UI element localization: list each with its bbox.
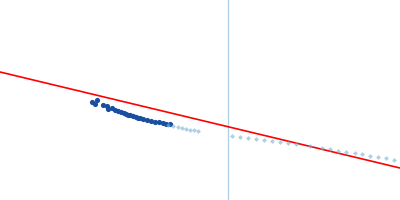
Point (175, 125, 181, 129)
Point (245, 136, 251, 140)
Point (191, 128, 197, 132)
Point (170, 124, 176, 128)
Point (148, 119, 154, 123)
Point (135, 116, 141, 120)
Point (140, 117, 146, 121)
Point (253, 137, 259, 141)
Point (359, 152, 365, 156)
Point (144, 118, 150, 122)
Point (187, 128, 193, 132)
Point (100, 103, 106, 107)
Point (127, 113, 133, 117)
Point (121, 111, 127, 115)
Point (285, 141, 291, 145)
Point (261, 138, 267, 142)
Point (92, 102, 98, 106)
Point (130, 114, 136, 118)
Point (167, 122, 173, 126)
Point (137, 116, 143, 120)
Point (352, 151, 358, 155)
Point (307, 144, 313, 148)
Point (109, 106, 115, 110)
Point (123, 112, 129, 116)
Point (104, 104, 110, 108)
Point (133, 115, 139, 119)
Point (183, 127, 189, 131)
Point (293, 142, 299, 146)
Point (195, 129, 201, 133)
Point (118, 110, 124, 114)
Point (179, 126, 185, 130)
Point (125, 113, 131, 117)
Point (391, 158, 397, 162)
Point (375, 155, 381, 159)
Point (165, 123, 171, 127)
Point (115, 109, 121, 113)
Point (327, 147, 333, 151)
Point (383, 156, 389, 160)
Point (112, 108, 118, 112)
Point (152, 120, 158, 124)
Point (163, 122, 169, 126)
Point (89, 100, 95, 104)
Point (94, 98, 100, 102)
Point (277, 140, 283, 144)
Point (319, 146, 325, 150)
Point (343, 150, 349, 154)
Point (237, 135, 243, 139)
Point (229, 134, 235, 138)
Point (367, 154, 373, 158)
Point (156, 120, 162, 124)
Point (335, 149, 341, 153)
Point (269, 139, 275, 143)
Point (105, 107, 111, 111)
Point (160, 121, 166, 125)
